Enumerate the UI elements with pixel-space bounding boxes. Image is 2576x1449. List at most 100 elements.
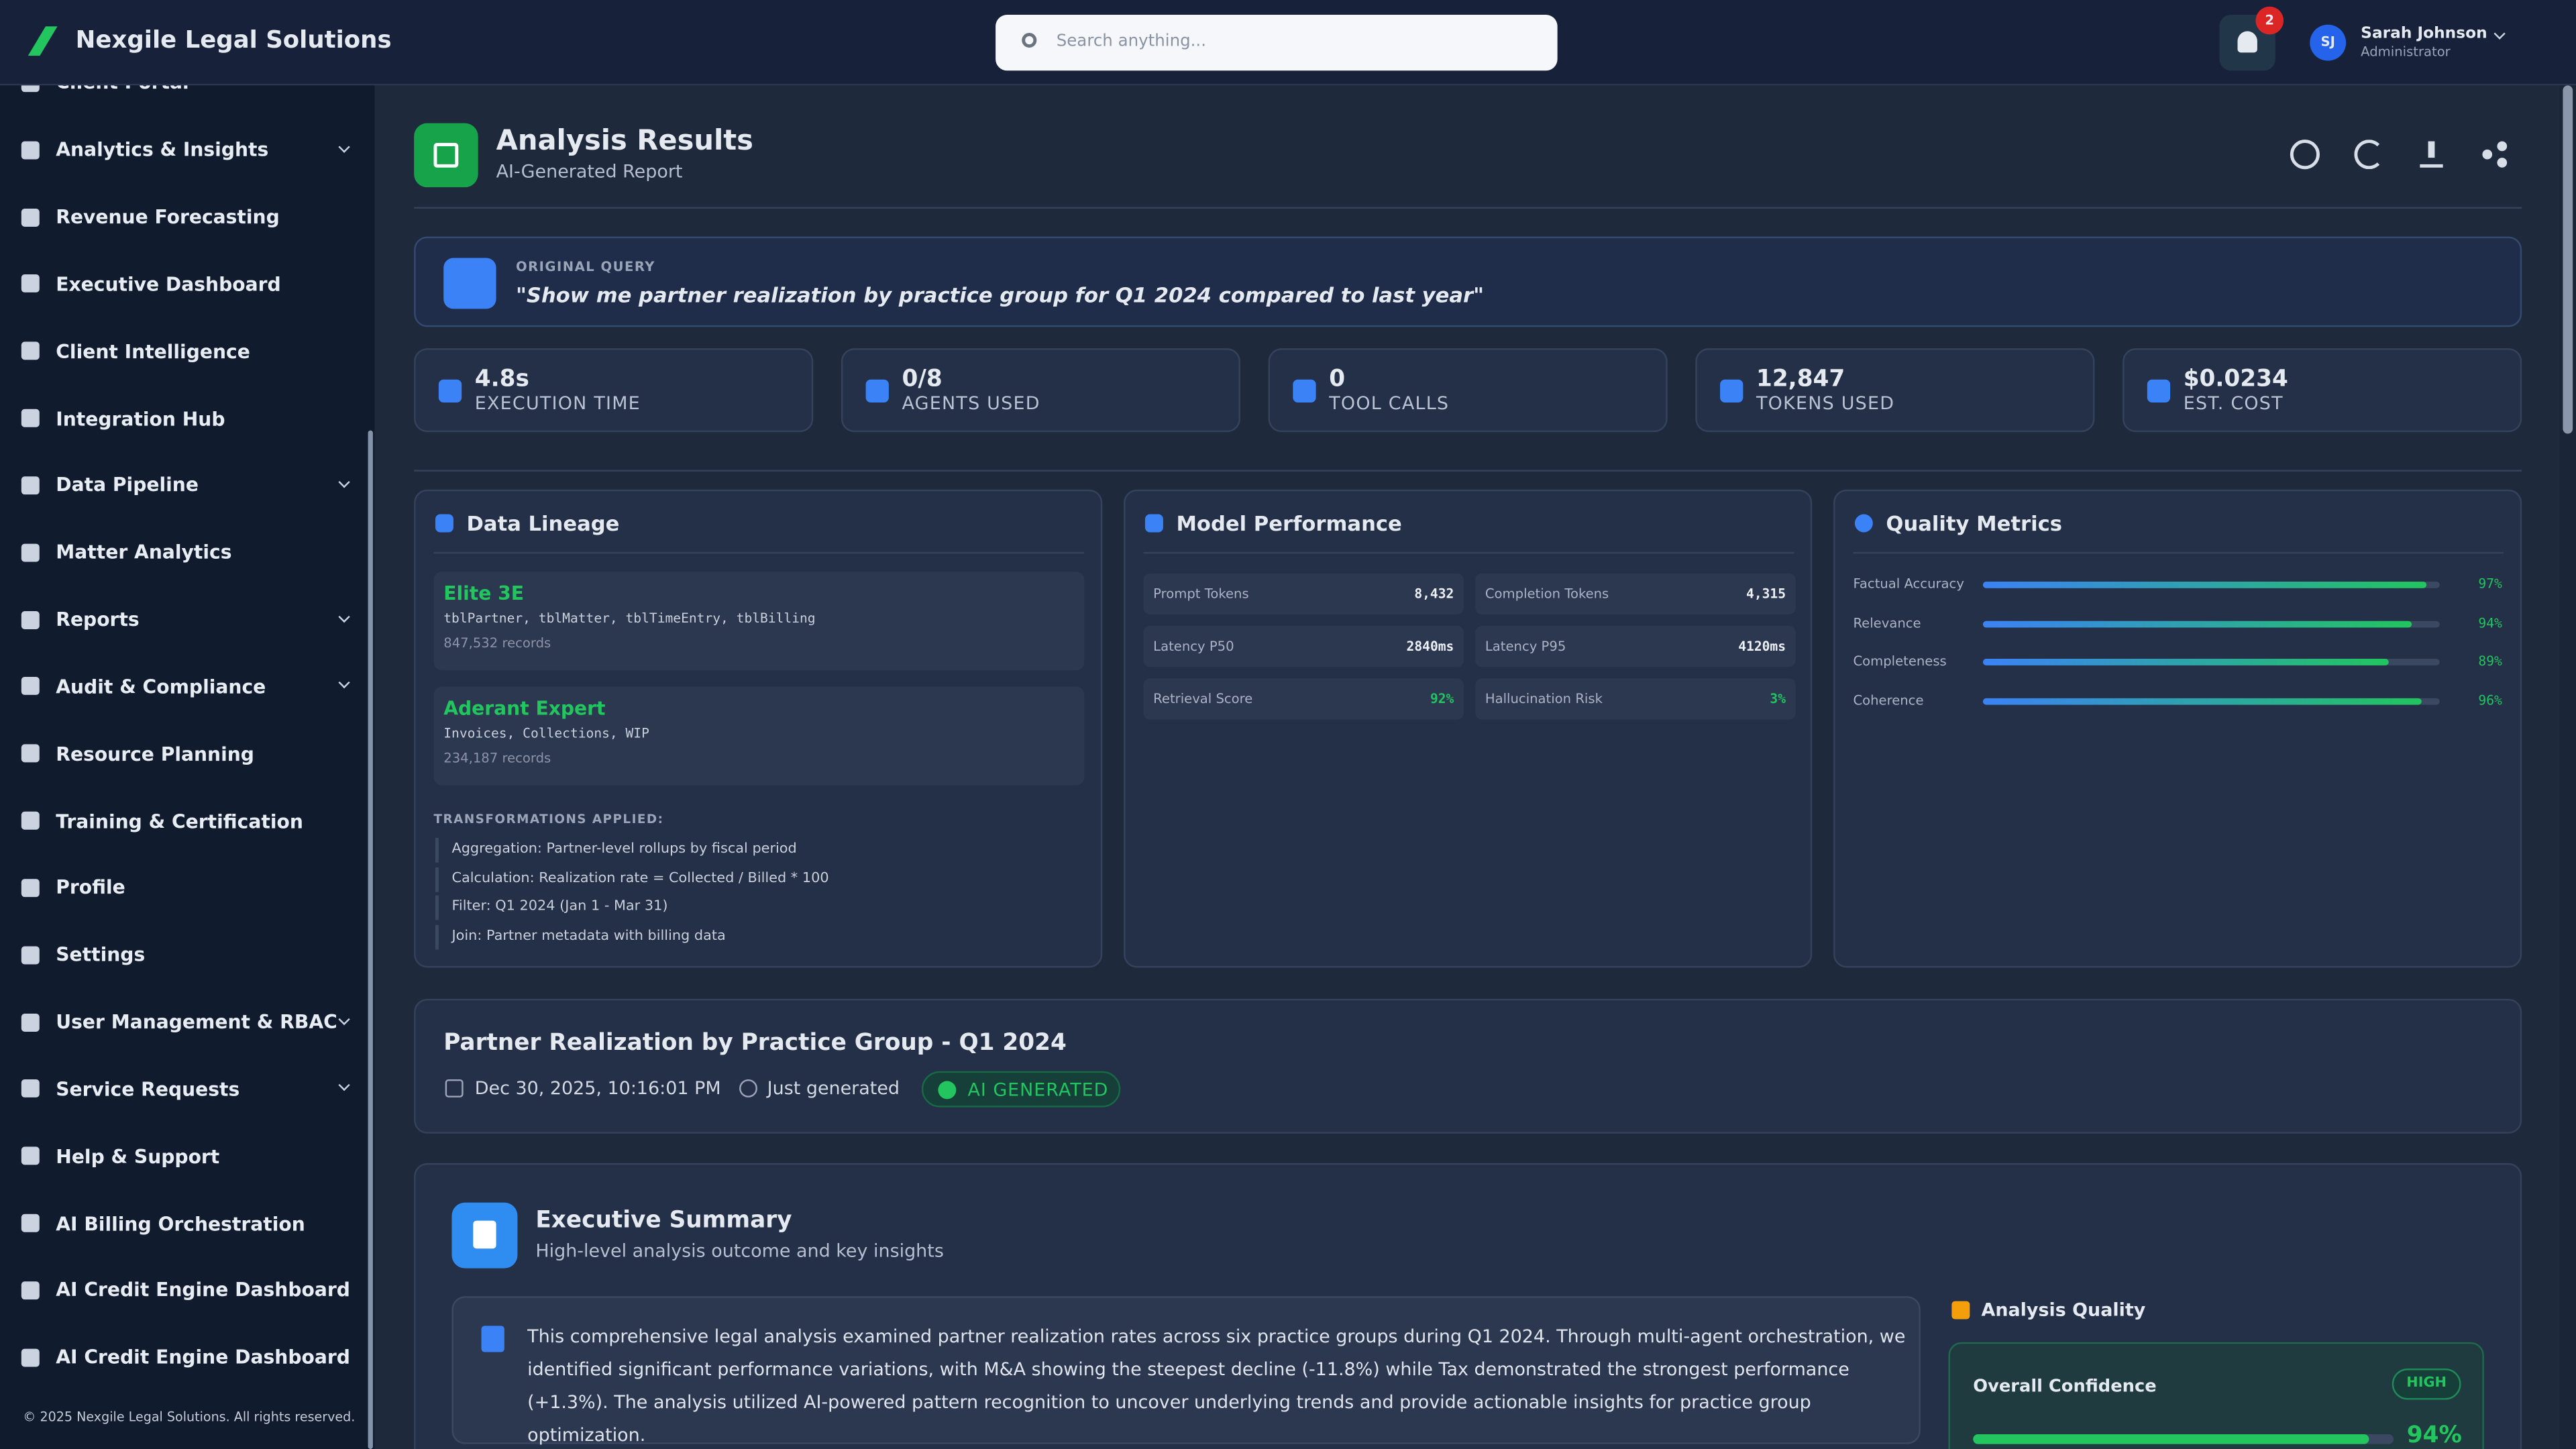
- nav-label: Training & Certification: [56, 809, 303, 833]
- stat-label: TOKENS USED: [1756, 392, 1895, 415]
- sidebar: Client Portal Analytics & Insights Revenue…: [0, 85, 375, 1449]
- metric-name: Retrieval Score: [1153, 692, 1253, 707]
- nav-item[interactable]: Executive Dashboard: [0, 250, 368, 317]
- quality-bar: [1982, 620, 2412, 627]
- model-title: Model Performance: [1176, 511, 1402, 536]
- share-button[interactable]: [2482, 141, 2508, 168]
- nav-label: Integration Hub: [56, 407, 225, 430]
- metric-value: 4,315: [1746, 586, 1786, 602]
- divider: [414, 470, 2522, 472]
- lineage-icon: [435, 514, 453, 533]
- nav-item[interactable]: AI Credit Engine Dashboard: [0, 1324, 368, 1391]
- stat-value: 0: [1329, 366, 1346, 393]
- nav-item[interactable]: Help & Support: [0, 1122, 368, 1189]
- nav-item[interactable]: Resource Planning: [0, 720, 368, 787]
- metric-cell: Prompt Tokens 8,432: [1143, 573, 1464, 614]
- stat-value: $0.0234: [2183, 366, 2288, 393]
- share-dot: [2497, 141, 2508, 152]
- report-status: Just generated: [767, 1077, 900, 1099]
- confidence-box: Overall Confidence HIGH 94%: [1948, 1342, 2484, 1449]
- nav-item[interactable]: Service Requests: [0, 1055, 368, 1122]
- metric-cell: Latency P95 4120ms: [1475, 626, 1796, 667]
- quality-name: Completeness: [1853, 653, 1947, 669]
- nav-label: Executive Dashboard: [56, 272, 281, 296]
- quality-icon: [1854, 514, 1873, 533]
- confidence-bar: [1973, 1434, 2369, 1444]
- source-card: Elite 3E tblPartner, tblMatter, tblTimeEn…: [433, 572, 1085, 671]
- report-card: Partner Realization by Practice Group - …: [414, 998, 2522, 1134]
- confidence-level: HIGH: [2392, 1368, 2461, 1400]
- quality-value: 96%: [2478, 692, 2502, 708]
- nav-label: AI Billing Orchestration: [56, 1212, 305, 1235]
- query-label: ORIGINAL QUERY: [515, 259, 655, 274]
- nav-icon: [21, 476, 40, 494]
- quality-title-row: Quality Metrics: [1854, 511, 2062, 535]
- stat-label: TOOL CALLS: [1329, 392, 1450, 415]
- sidebar-scrollbar[interactable]: [368, 430, 373, 1449]
- nav-item[interactable]: Integration Hub: [0, 384, 368, 451]
- nav-item[interactable]: Matter Analytics: [0, 519, 368, 586]
- nav-icon: [21, 878, 40, 897]
- user-menu-chevron[interactable]: [2493, 28, 2506, 40]
- quality-name: Coherence: [1853, 692, 1924, 708]
- metric-cell: Retrieval Score 92%: [1143, 678, 1464, 720]
- nav-item[interactable]: Settings: [0, 921, 368, 988]
- download-button[interactable]: [2420, 141, 2443, 168]
- nav-item[interactable]: Profile: [0, 854, 368, 921]
- nav-label: Service Requests: [56, 1077, 240, 1101]
- stat-text: 4.8s EXECUTION TIME: [475, 366, 641, 414]
- search-icon: [1022, 32, 1037, 48]
- quality-bar: [1982, 697, 2422, 704]
- nav-icon: [21, 543, 40, 561]
- nav-item[interactable]: Audit & Compliance: [0, 653, 368, 720]
- model-panel: Model Performance Prompt Tokens 8,432 Comp…: [1124, 489, 1813, 968]
- nav-item[interactable]: Training & Certification: [0, 787, 368, 854]
- nav-icon: [21, 1281, 40, 1299]
- nav-chevron[interactable]: [338, 1012, 350, 1025]
- confidence-value: 94%: [2406, 1422, 2462, 1449]
- stat-card: 12,847 TOKENS USED: [1695, 348, 2095, 433]
- summary-title: Executive Summary: [535, 1208, 792, 1234]
- nav-label: Help & Support: [56, 1144, 220, 1168]
- nav-item[interactable]: Data Pipeline: [0, 451, 368, 519]
- stat-value: 0/8: [902, 366, 943, 393]
- nav-icon: [21, 207, 40, 226]
- page-scrollbar-thumb[interactable]: [2563, 85, 2573, 434]
- nav-item[interactable]: AI Billing Orchestration: [0, 1189, 368, 1256]
- nav-item[interactable]: Client Portal: [0, 85, 368, 116]
- brand-logo: [28, 26, 58, 56]
- nav-chevron[interactable]: [338, 1079, 350, 1092]
- brand-name[interactable]: Nexgile Legal Solutions: [75, 28, 392, 54]
- stat-card: 0 TOOL CALLS: [1268, 348, 1668, 433]
- page-subtitle: AI-Generated Report: [496, 161, 683, 182]
- add-button[interactable]: [2290, 140, 2320, 170]
- user-avatar[interactable]: SJ: [2310, 24, 2347, 61]
- nav-label: AI Credit Engine Dashboard: [56, 1279, 350, 1302]
- refresh-button[interactable]: [2354, 140, 2384, 170]
- divider: [1143, 551, 1794, 554]
- nav-chevron[interactable]: [338, 476, 350, 488]
- nav-item[interactable]: AI Credit Engine Dashboard: [0, 1256, 368, 1324]
- stat-card: $0.0234 EST. COST: [2123, 348, 2522, 433]
- summary-text: This comprehensive legal analysis examin…: [527, 1326, 1906, 1446]
- search-box[interactable]: Search anything...: [996, 15, 1558, 71]
- notification-button[interactable]: 2: [2219, 6, 2284, 71]
- nav-chevron[interactable]: [338, 678, 350, 690]
- nav-icon: [21, 1348, 40, 1366]
- stat-icon: [2147, 378, 2171, 402]
- user-name[interactable]: Sarah Johnson: [2361, 24, 2487, 43]
- nav-item[interactable]: Reports: [0, 586, 368, 653]
- nav-item[interactable]: Client Intelligence: [0, 317, 368, 384]
- stat-label: EXECUTION TIME: [474, 392, 641, 415]
- nav-chevron[interactable]: [338, 141, 350, 153]
- metric-value: 8,432: [1414, 586, 1454, 602]
- nav-chevron[interactable]: [338, 610, 350, 623]
- nav-item[interactable]: Analytics & Insights: [0, 116, 368, 183]
- nav-item[interactable]: User Management & RBAC: [0, 988, 368, 1055]
- quality-track: [1982, 620, 2440, 627]
- confidence-track: [1973, 1434, 2394, 1444]
- nav-item[interactable]: Revenue Forecasting: [0, 183, 368, 250]
- stat-value: 12,847: [1756, 366, 1845, 393]
